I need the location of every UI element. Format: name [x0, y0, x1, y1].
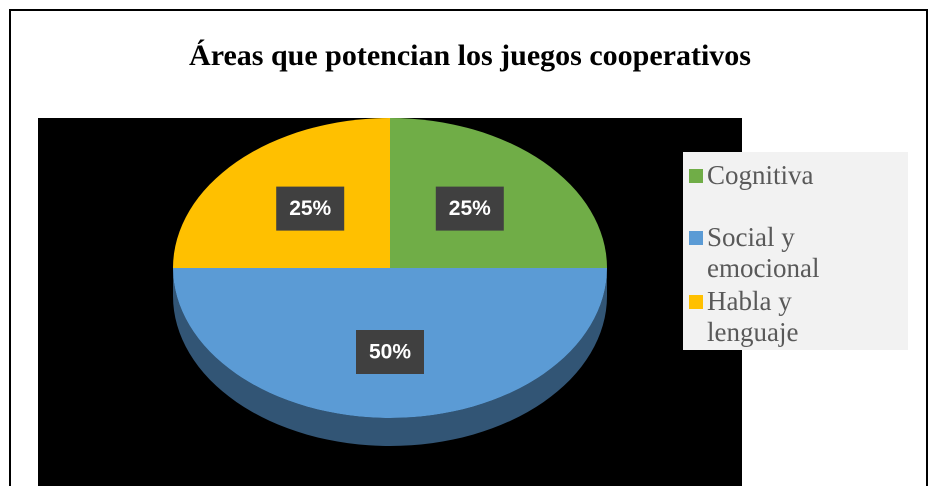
legend-label: Cognitiva: [707, 160, 814, 190]
data-label-box: [276, 186, 345, 231]
legend: Cognitiva Social y emocional Habla y lengu…: [683, 152, 908, 350]
frame: [9, 9, 928, 486]
data-label-box: [435, 186, 504, 231]
data-label: 25%: [289, 197, 331, 220]
legend-swatch: [689, 231, 703, 245]
legend-label: Habla y lenguaje: [707, 286, 799, 347]
chart-title: Áreas que potencian los juegos cooperati…: [189, 39, 751, 72]
legend-swatch: [689, 169, 703, 183]
legend-entry: Habla y lenguaje: [689, 286, 839, 348]
legend-label: Social y emocional: [707, 222, 820, 283]
data-label: 50%: [369, 341, 411, 364]
slice-side: [173, 268, 607, 446]
legend-entry: Social y emocional: [689, 222, 839, 284]
data-label: 25%: [449, 197, 491, 220]
data-label-box: [356, 330, 424, 374]
legend-swatch: [689, 295, 703, 309]
legend-entry: Cognitiva: [689, 160, 839, 191]
